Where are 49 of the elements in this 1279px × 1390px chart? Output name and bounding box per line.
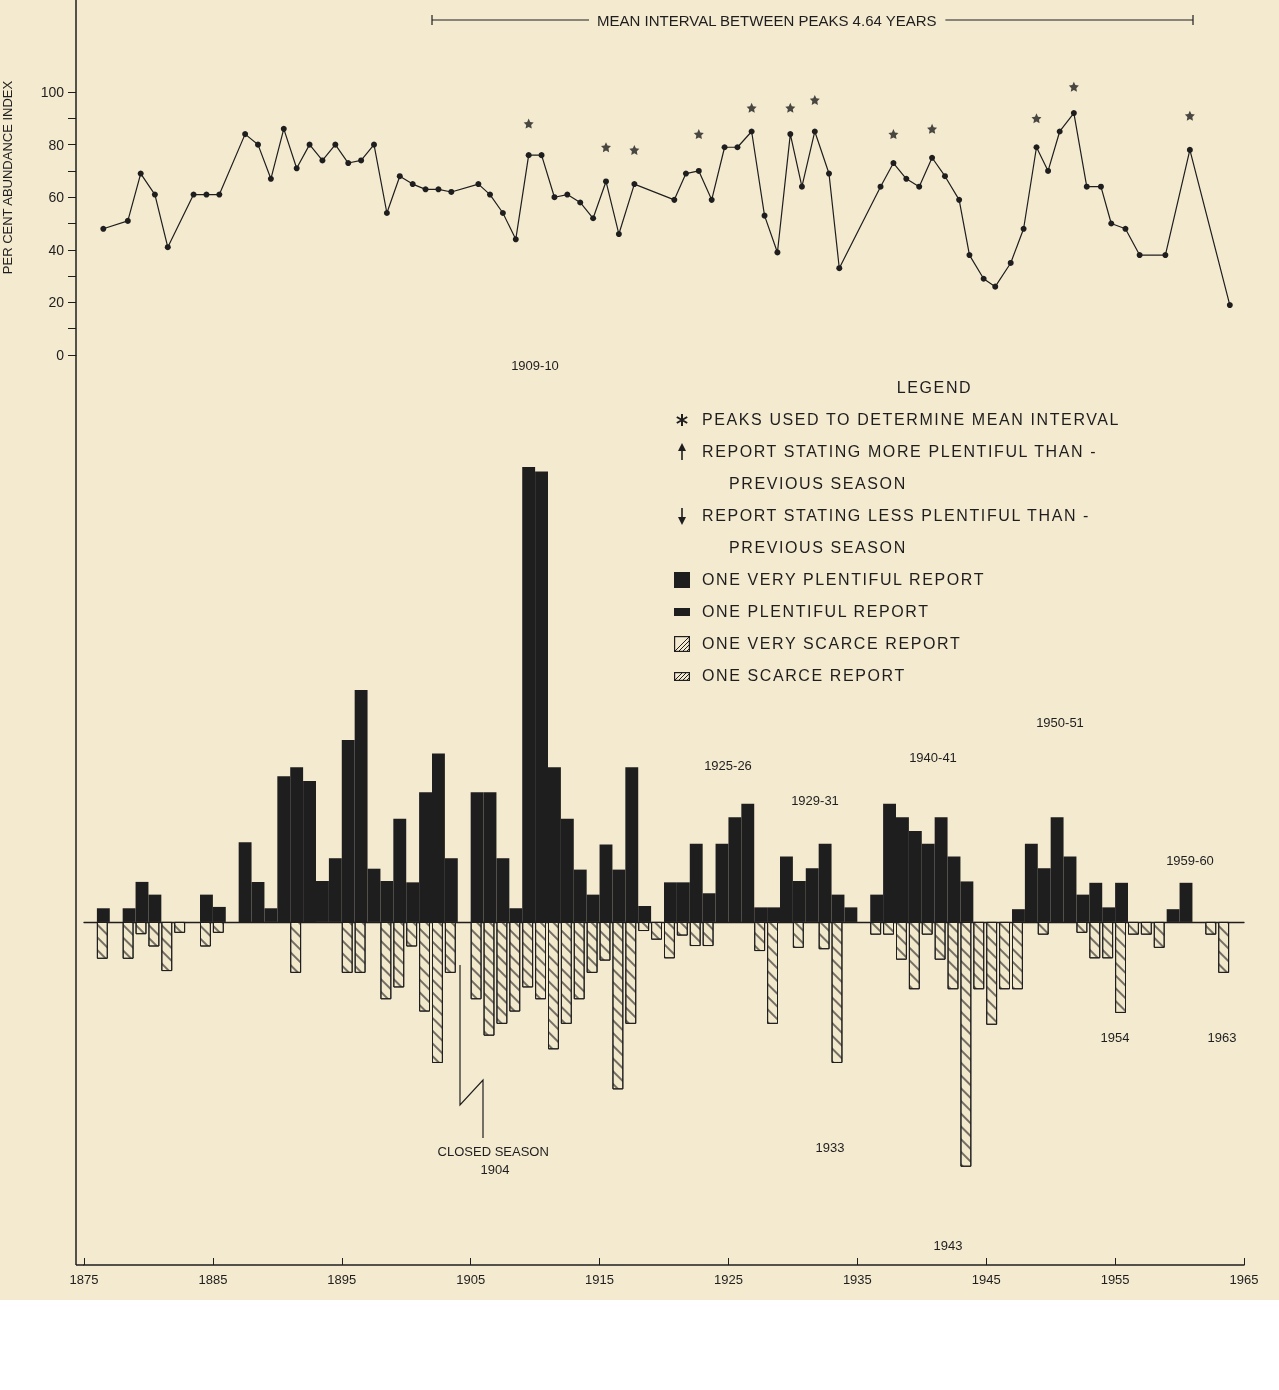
point: [888, 129, 899, 140]
annotation: 1954: [1100, 1029, 1130, 1045]
x-tick-label: 1945: [971, 1272, 1001, 1287]
annotation: REPORT STATING LESS PLENTIFUL THAN - PREVIOUS SEASON: [702, 506, 1092, 558]
point: [1184, 110, 1195, 121]
point: [746, 102, 757, 113]
y-axis-title: PER CENT ABUNDANCE INDEX: [0, 80, 15, 275]
annotation: ONE SCARCE REPORT: [702, 666, 907, 686]
y-tick-label: 80: [48, 136, 65, 153]
annotation: 1963: [1207, 1029, 1237, 1045]
point: [809, 94, 820, 105]
x-tick-label: 1895: [327, 1272, 357, 1287]
y-tick-label: 100: [40, 84, 65, 101]
x-tick-label: 1875: [69, 1272, 99, 1287]
point: [927, 123, 938, 134]
annotation: MEAN INTERVAL BETWEEN PEAKS 4.64 YEARS: [597, 11, 937, 29]
annotation: 1929-31: [791, 792, 839, 808]
y-tick-label: 40: [48, 241, 65, 258]
y-tick-label: 0: [56, 347, 65, 363]
annotation: 1933: [815, 1139, 845, 1155]
annotation: 1959-60: [1166, 852, 1214, 868]
x-tick-label: 1925: [713, 1272, 743, 1287]
point: [523, 118, 534, 129]
annotation: ONE VERY SCARCE REPORT: [702, 634, 963, 654]
x-tick-label: 1965: [1229, 1272, 1259, 1287]
point: [629, 144, 640, 155]
point: [785, 102, 796, 113]
annotation: ONE VERY PLENTIFUL REPORT: [702, 570, 987, 590]
point: [693, 129, 704, 140]
annotation: REPORT STATING MORE PLENTIFUL THAN - PREVIOUS SEASON: [702, 442, 1099, 494]
point: [1031, 113, 1042, 124]
x-tick-label: 1915: [585, 1272, 615, 1287]
x-tick-label: 1935: [842, 1272, 872, 1287]
annotation: 1925-26: [704, 757, 752, 773]
annotation: CLOSED SEASON 1904: [437, 1143, 553, 1177]
point: [1068, 81, 1079, 92]
x-tick-label: 1955: [1100, 1272, 1130, 1287]
text: 1909-10: [511, 357, 559, 373]
text: 1943: [933, 1237, 963, 1253]
point: [601, 142, 611, 153]
y-tick-label: 20: [48, 294, 65, 311]
legend-title: LEGEND: [895, 378, 974, 398]
x-tick-label: 1905: [456, 1272, 486, 1287]
text: PEAKS USED TO DETERMINE MEAN INTERVAL: [702, 410, 1122, 430]
annotation: 1940-41: [909, 749, 957, 765]
x-tick-label: 1885: [198, 1272, 228, 1287]
annotation: ONE PLENTIFUL REPORT: [702, 602, 931, 622]
y-tick-label: 60: [48, 189, 65, 206]
annotation: 1950-51: [1036, 714, 1084, 730]
